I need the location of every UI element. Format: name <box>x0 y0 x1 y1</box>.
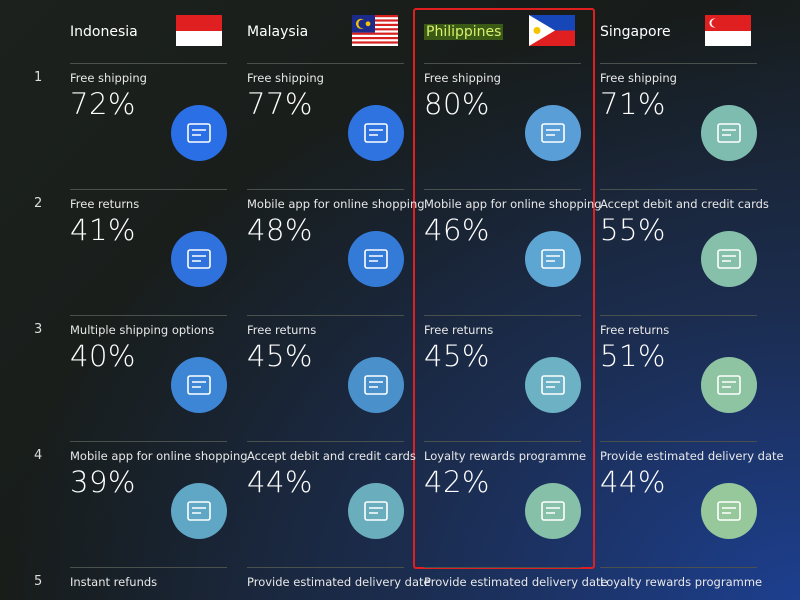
country-name: Philippines <box>424 24 504 40</box>
icon <box>171 357 227 413</box>
icon <box>525 105 581 161</box>
criterion-label: Free shipping <box>70 71 147 85</box>
divider <box>70 315 227 316</box>
icon <box>348 357 404 413</box>
criterion-label: Free shipping <box>424 71 501 85</box>
divider <box>600 441 757 442</box>
percentage: 77% <box>247 87 313 121</box>
divider <box>424 63 581 64</box>
criterion-label: Loyalty rewards programme <box>600 575 763 589</box>
percentage: 41% <box>70 213 136 247</box>
rank-number: 2 <box>34 196 43 211</box>
percentage: 44% <box>600 465 666 499</box>
icon <box>525 357 581 413</box>
divider <box>247 189 404 190</box>
percentage: 46% <box>424 213 490 247</box>
divider <box>600 63 757 64</box>
country-name: Indonesia <box>70 24 138 40</box>
icon <box>171 231 227 287</box>
column-header: Philippines <box>424 24 504 40</box>
divider <box>247 441 404 442</box>
rank-number: 3 <box>34 322 43 337</box>
percentage: 72% <box>70 87 136 121</box>
divider <box>247 567 404 568</box>
criterion-label: Mobile app for online shopping <box>70 449 248 463</box>
divider <box>424 189 581 190</box>
icon <box>525 483 581 539</box>
column-header: Malaysia <box>247 24 308 40</box>
percentage: 44% <box>247 465 313 499</box>
divider <box>600 315 757 316</box>
percentage: 39% <box>70 465 136 499</box>
icon <box>171 105 227 161</box>
icon <box>701 231 757 287</box>
criterion-label: Free shipping <box>247 71 324 85</box>
percentage: 45% <box>424 339 490 373</box>
criterion-label: Accept debit and credit cards <box>247 449 416 463</box>
divider <box>70 63 227 64</box>
icon <box>348 105 404 161</box>
criterion-label: Accept debit and credit cards <box>600 197 769 211</box>
country-name: Singapore <box>600 24 671 40</box>
criterion-label: Instant refunds <box>70 575 158 589</box>
criterion-label: Mobile app for online shopping <box>247 197 425 211</box>
divider <box>424 567 581 568</box>
icon <box>171 483 227 539</box>
criterion-label: Free returns <box>247 323 317 337</box>
divider <box>424 315 581 316</box>
criterion-label: Provide estimated delivery date <box>424 575 608 589</box>
icon <box>701 483 757 539</box>
rank-number: 4 <box>34 448 43 463</box>
country-name: Malaysia <box>247 24 309 40</box>
criterion-label: Mobile app for online shopping <box>424 197 602 211</box>
criterion-label: Free shipping <box>600 71 677 85</box>
icon <box>348 483 404 539</box>
criterion-label: Provide estimated delivery date <box>600 449 784 463</box>
highlight-box <box>413 8 595 569</box>
icon <box>525 231 581 287</box>
percentage: 71% <box>600 87 666 121</box>
criterion-label: Provide estimated delivery date <box>247 575 431 589</box>
icon <box>701 357 757 413</box>
divider <box>424 441 581 442</box>
divider <box>600 189 757 190</box>
percentage: 45% <box>247 339 313 373</box>
divider <box>600 567 757 568</box>
criterion-label: Multiple shipping options <box>70 323 215 337</box>
criterion-label: Loyalty rewards programme <box>424 449 587 463</box>
percentage: 42% <box>424 465 490 499</box>
percentage: 48% <box>247 213 313 247</box>
criterion-label: Free returns <box>70 197 140 211</box>
divider <box>70 441 227 442</box>
percentage: 40% <box>70 339 136 373</box>
divider <box>247 63 404 64</box>
percentage: 55% <box>600 213 666 247</box>
percentage: 80% <box>424 87 490 121</box>
criterion-label: Free returns <box>424 323 494 337</box>
rank-number: 5 <box>34 574 43 589</box>
icon <box>348 231 404 287</box>
criterion-label: Free returns <box>600 323 670 337</box>
column-header: Singapore <box>600 24 671 40</box>
column-header: Indonesia <box>70 24 138 40</box>
percentage: 51% <box>600 339 666 373</box>
divider <box>70 189 227 190</box>
divider <box>70 567 227 568</box>
divider <box>247 315 404 316</box>
icon <box>701 105 757 161</box>
rank-number: 1 <box>34 70 43 85</box>
